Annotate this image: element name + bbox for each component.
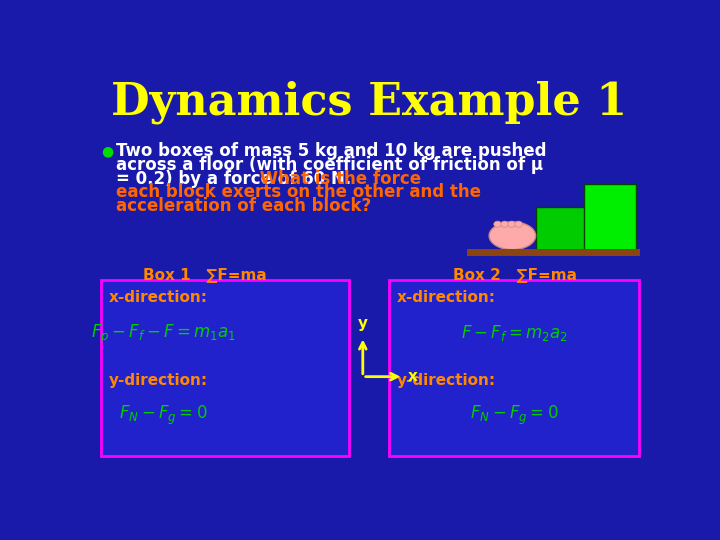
Text: $F_p - F_f - F = m_1 a_1$: $F_p - F_f - F = m_1 a_1$ xyxy=(91,323,236,346)
Text: = 0.2) by a force of 60 N.: = 0.2) by a force of 60 N. xyxy=(117,170,351,187)
Ellipse shape xyxy=(489,222,536,249)
Text: $F_N - F_g = 0$: $F_N - F_g = 0$ xyxy=(120,403,208,427)
Text: Dynamics Example 1: Dynamics Example 1 xyxy=(111,80,627,124)
Ellipse shape xyxy=(500,221,508,227)
Bar xyxy=(101,280,349,456)
Text: Two boxes of mass 5 kg and 10 kg are pushed: Two boxes of mass 5 kg and 10 kg are pus… xyxy=(117,142,547,160)
Text: x-direction:: x-direction: xyxy=(397,291,496,306)
Text: Box 2   ∑F=ma: Box 2 ∑F=ma xyxy=(453,267,577,282)
Text: y: y xyxy=(358,316,368,331)
Text: acceleration of each block?: acceleration of each block? xyxy=(117,197,372,215)
Ellipse shape xyxy=(515,221,523,227)
Ellipse shape xyxy=(494,221,502,227)
Text: $F_N - F_g = 0$: $F_N - F_g = 0$ xyxy=(470,403,559,427)
Text: x-direction:: x-direction: xyxy=(109,291,207,306)
Bar xyxy=(389,280,639,456)
Bar xyxy=(585,184,636,252)
Text: Box 1   ∑F=ma: Box 1 ∑F=ma xyxy=(143,267,266,282)
Text: x: x xyxy=(408,369,418,384)
Text: What is the force: What is the force xyxy=(254,170,421,187)
Text: y-direction:: y-direction: xyxy=(109,373,208,388)
Text: across a floor (with coefficient of friction of μ: across a floor (with coefficient of fric… xyxy=(117,156,544,174)
Text: y-direction:: y-direction: xyxy=(397,373,496,388)
Text: each block exerts on the other and the: each block exerts on the other and the xyxy=(117,184,482,201)
Bar xyxy=(536,207,586,252)
Ellipse shape xyxy=(508,221,516,227)
Text: ●: ● xyxy=(101,144,113,158)
Text: $F - F_f = m_2 a_2$: $F - F_f = m_2 a_2$ xyxy=(462,323,568,343)
